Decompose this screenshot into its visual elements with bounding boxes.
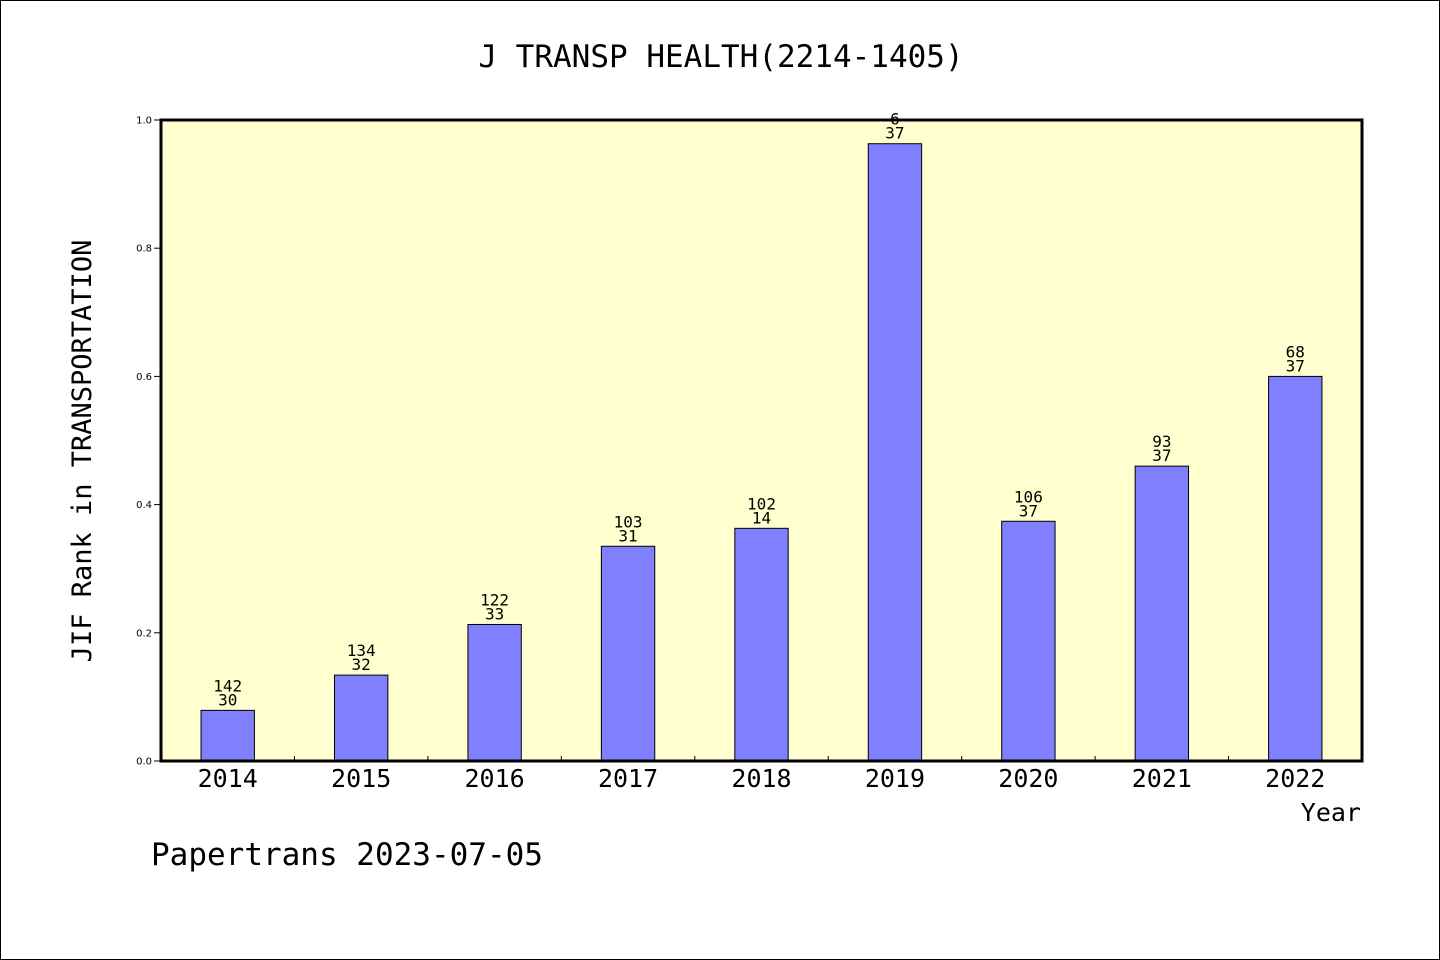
bar-label-top-2016: 122 [480, 590, 509, 609]
y-tick-label-1.0: 1.0 [136, 116, 152, 127]
bar-label-bottom-2015: 32 [352, 655, 371, 674]
y-tick-label-0.0: 0.0 [136, 757, 152, 768]
y-axis: 0.0 0.2 0.4 0.6 0.8 1.0 [136, 116, 161, 768]
x-tick-label-2015: 2015 [331, 764, 391, 793]
footer-text: Papertrans 2023-07-05 [151, 837, 543, 873]
bar-label-bottom-2022: 37 [1286, 356, 1305, 375]
bar-label-bottom-2021: 37 [1152, 446, 1171, 465]
chart-title: J TRANSP HEALTH(2214-1405) [478, 39, 963, 75]
bar-label-top-2018: 102 [747, 494, 776, 513]
bar-2019 [867, 143, 923, 762]
y-axis-label: JIF Rank in TRANSPORTATION [67, 240, 98, 663]
bar-label-top-2020: 106 [1014, 487, 1043, 506]
bar-label-top-2017: 103 [614, 512, 643, 531]
x-tick-label-2018: 2018 [731, 764, 791, 793]
x-tick-label-2017: 2017 [598, 764, 658, 793]
x-tick-label-2022: 2022 [1265, 764, 1325, 793]
x-axis: 2014 2015 2016 2017 2018 2019 2020 2021 2022 [198, 756, 1325, 793]
bar-2015 [333, 674, 389, 762]
x-tick-label-2016: 2016 [465, 764, 525, 793]
y-tick-label-0.4: 0.4 [136, 500, 152, 511]
bar-label-bottom-2020: 37 [1019, 501, 1038, 520]
x-tick-label-2019: 2019 [865, 764, 925, 793]
bar-2018 [734, 527, 789, 762]
bar-label-bottom-2019: 37 [885, 124, 904, 143]
bar-label-bottom-2017: 31 [618, 526, 637, 545]
bar-2022 [1268, 375, 1323, 762]
bar-label-bottom-2018: 14 [752, 508, 771, 527]
y-tick-label-0.2: 0.2 [136, 628, 152, 639]
bar-2016 [467, 623, 522, 762]
bar-label-bottom-2016: 33 [485, 604, 504, 623]
x-tick-label-2020: 2020 [998, 764, 1058, 793]
bar-2017 [600, 545, 656, 762]
y-tick-label-0.6: 0.6 [136, 372, 152, 383]
bars-group [200, 143, 1323, 762]
x-tick-label-2021: 2021 [1132, 764, 1192, 793]
y-tick-label-0.8: 0.8 [136, 244, 152, 255]
x-axis-label: Year [1301, 798, 1361, 827]
bar-label-top-2021: 93 [1152, 432, 1171, 451]
bar-2014 [200, 709, 255, 762]
bar-label-top-2014: 142 [213, 676, 242, 695]
bar-2021 [1134, 465, 1190, 762]
bar-label-bottom-2014: 30 [218, 690, 237, 709]
bar-label-top-2015: 134 [347, 641, 376, 660]
plot-frame [159, 118, 1364, 763]
bar-2020 [1001, 520, 1056, 762]
x-tick-label-2014: 2014 [198, 764, 258, 793]
bar-label-top-2022: 68 [1286, 342, 1305, 361]
